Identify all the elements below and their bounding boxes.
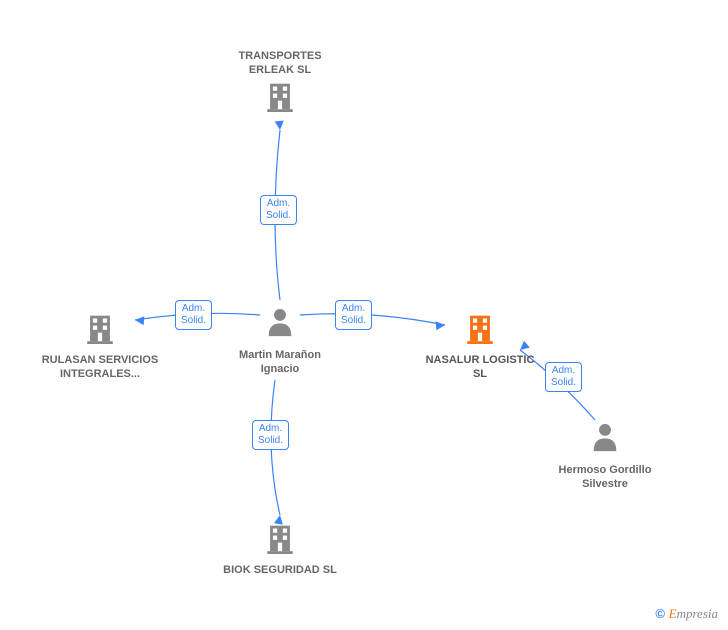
brand-first-letter: E: [669, 606, 677, 621]
node-label: Hermoso Gordillo Silvestre: [545, 463, 665, 492]
edge-label: Adm.Solid.: [260, 195, 297, 225]
building-icon: [83, 331, 117, 348]
node-martin[interactable]: Martin Marañon Ignacio: [220, 305, 340, 377]
edge-label: Adm.Solid.: [252, 420, 289, 450]
node-label: RULASAN SERVICIOS INTEGRALES...: [40, 353, 160, 382]
node-label: NASALUR LOGISTIC SL: [420, 353, 540, 382]
node-label: Martin Marañon Ignacio: [220, 348, 340, 377]
node-nasalur[interactable]: NASALUR LOGISTIC SL: [420, 310, 540, 382]
building-icon: [463, 331, 497, 348]
edge-label: Adm.Solid.: [175, 300, 212, 330]
node-rulasan[interactable]: RULASAN SERVICIOS INTEGRALES...: [40, 310, 160, 382]
node-transportes[interactable]: TRANSPORTES ERLEAK SL: [220, 45, 340, 117]
edge-label: Adm.Solid.: [545, 362, 582, 392]
brand-rest: mpresia: [677, 606, 718, 621]
copyright-symbol: ©: [655, 606, 665, 621]
person-icon: [588, 441, 622, 458]
building-icon: [263, 99, 297, 116]
node-biok[interactable]: BIOK SEGURIDAD SL: [220, 520, 340, 577]
watermark: © Empresia: [655, 606, 718, 622]
building-icon: [263, 541, 297, 558]
edge-label: Adm.Solid.: [335, 300, 372, 330]
node-label: BIOK SEGURIDAD SL: [220, 563, 340, 577]
person-icon: [263, 326, 297, 343]
node-label: TRANSPORTES ERLEAK SL: [220, 49, 340, 78]
node-hermoso[interactable]: Hermoso Gordillo Silvestre: [545, 420, 665, 492]
